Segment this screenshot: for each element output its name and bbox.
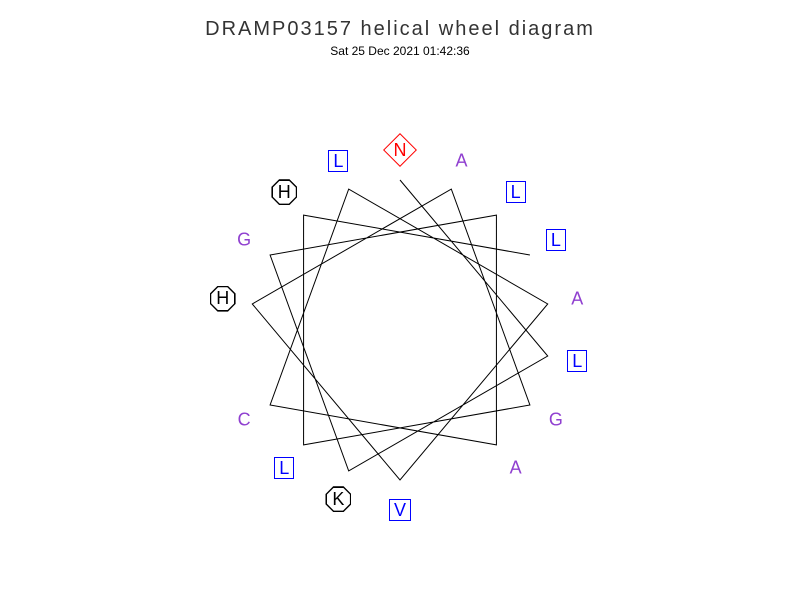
- residue-5-A: A: [510, 457, 522, 478]
- helical-wheel-diagram: N L K G L A C L A V H A G L H L: [0, 0, 800, 600]
- residue-13-L: L: [274, 457, 294, 479]
- residue-6-C: C: [238, 410, 251, 431]
- residue-7-L: L: [328, 150, 348, 172]
- residue-0-N: N: [386, 136, 414, 164]
- residue-4-L: L: [506, 181, 526, 203]
- residue-10-H: H: [210, 286, 236, 312]
- residue-14-H: H: [271, 179, 297, 205]
- residue-12-G: G: [549, 410, 563, 431]
- residue-8-A: A: [571, 288, 583, 309]
- residue-9-V: V: [389, 499, 411, 521]
- residue-11-A: A: [456, 150, 468, 171]
- residue-2-K: K: [325, 486, 351, 512]
- residue-1-L: L: [567, 350, 587, 372]
- residue-3-G: G: [237, 230, 251, 251]
- residue-15-L: L: [546, 229, 566, 251]
